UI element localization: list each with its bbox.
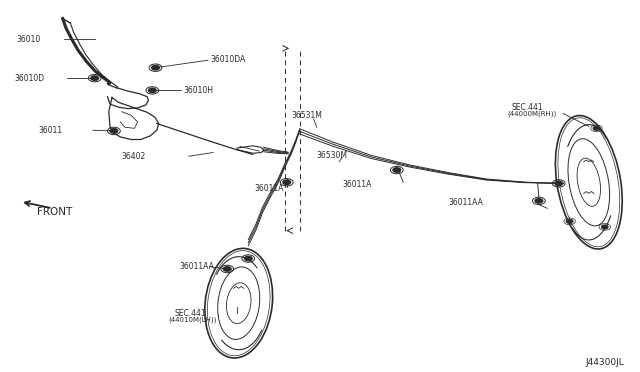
Circle shape xyxy=(152,65,159,70)
Circle shape xyxy=(566,219,573,223)
Text: 36011AA: 36011AA xyxy=(448,198,483,207)
Text: 36011A: 36011A xyxy=(255,185,284,193)
Text: 36010: 36010 xyxy=(16,35,40,44)
Text: 36011A: 36011A xyxy=(342,180,372,189)
Text: 36402: 36402 xyxy=(122,152,146,161)
Circle shape xyxy=(535,199,543,203)
Text: 36531M: 36531M xyxy=(291,111,322,120)
Circle shape xyxy=(91,76,99,80)
Text: 36011AA: 36011AA xyxy=(179,262,214,271)
Circle shape xyxy=(555,181,563,186)
Text: 36010D: 36010D xyxy=(14,74,44,83)
Text: 36530M: 36530M xyxy=(317,151,348,160)
Text: 36010H: 36010H xyxy=(183,86,213,95)
Text: J44300JL: J44300JL xyxy=(585,358,624,367)
Text: FRONT: FRONT xyxy=(37,207,72,217)
Circle shape xyxy=(283,180,291,185)
Circle shape xyxy=(393,168,401,172)
Text: (44010M(LH)): (44010M(LH)) xyxy=(168,317,217,323)
Circle shape xyxy=(110,129,118,133)
Circle shape xyxy=(223,267,231,271)
Circle shape xyxy=(244,256,252,261)
Circle shape xyxy=(148,88,156,93)
Circle shape xyxy=(602,225,608,229)
Text: SEC.441: SEC.441 xyxy=(512,103,543,112)
Text: (44000M(RH)): (44000M(RH)) xyxy=(507,111,556,118)
Text: 36010DA: 36010DA xyxy=(210,55,245,64)
Circle shape xyxy=(593,126,600,130)
Text: 36011: 36011 xyxy=(38,126,63,135)
Text: SEC.441: SEC.441 xyxy=(174,309,205,318)
